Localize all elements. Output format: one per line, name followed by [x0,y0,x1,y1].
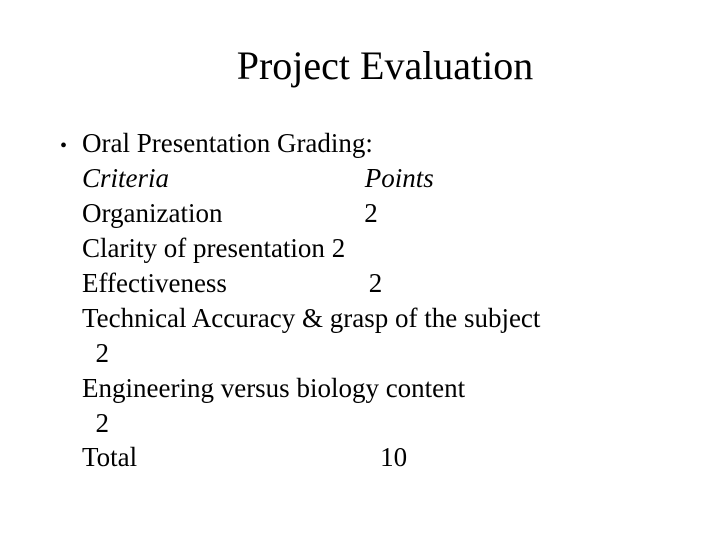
row-technical-value: 2 [82,337,662,370]
header-criteria: Criteria [82,163,169,193]
header-points: Points [365,163,434,193]
row-effect-value: 2 [369,268,383,298]
row-effect-spacer [227,268,369,298]
row-clarity: Clarity of presentation 2 [82,232,662,265]
header-spacer [169,163,365,193]
row-total-value: 10 [380,442,407,472]
row-tech-value: 2 [96,338,110,368]
row-org-label: Organization [82,198,222,228]
row-effectiveness: Effectiveness 2 [82,267,662,300]
row-tech-label: Technical Accuracy & grasp of the subjec… [82,303,540,333]
row-clarity-label: Clarity of presentation [82,233,325,263]
row-org-spacer [222,198,364,228]
criteria-block: Criteria Points Organization 2 Clarity o… [58,162,662,474]
row-eng-label: Engineering versus biology content [82,373,465,403]
row-eng-value: 2 [96,408,110,438]
row-org-value: 2 [364,198,378,228]
row-engineering-value: 2 [82,407,662,440]
row-eng-spacer [82,408,96,438]
bullet-heading: Oral Presentation Grading: [82,127,662,160]
row-engineering: Engineering versus biology content [82,372,662,405]
row-total-label: Total [82,442,137,472]
row-technical: Technical Accuracy & grasp of the subjec… [82,302,662,335]
row-total: Total 10 [82,441,662,474]
slide-content: • Oral Presentation Grading: Criteria Po… [58,127,662,474]
row-organization: Organization 2 [82,197,662,230]
bullet-marker: • [58,134,82,158]
row-clarity-value: 2 [332,233,346,263]
slide-title: Project Evaluation [108,42,662,89]
row-effect-label: Effectiveness [82,268,227,298]
bullet-item: • Oral Presentation Grading: [58,127,662,160]
header-row: Criteria Points [82,162,662,195]
slide-container: Project Evaluation • Oral Presentation G… [0,0,720,540]
row-total-spacer [137,442,380,472]
row-clarity-spacer [325,233,332,263]
row-tech-spacer [82,338,96,368]
